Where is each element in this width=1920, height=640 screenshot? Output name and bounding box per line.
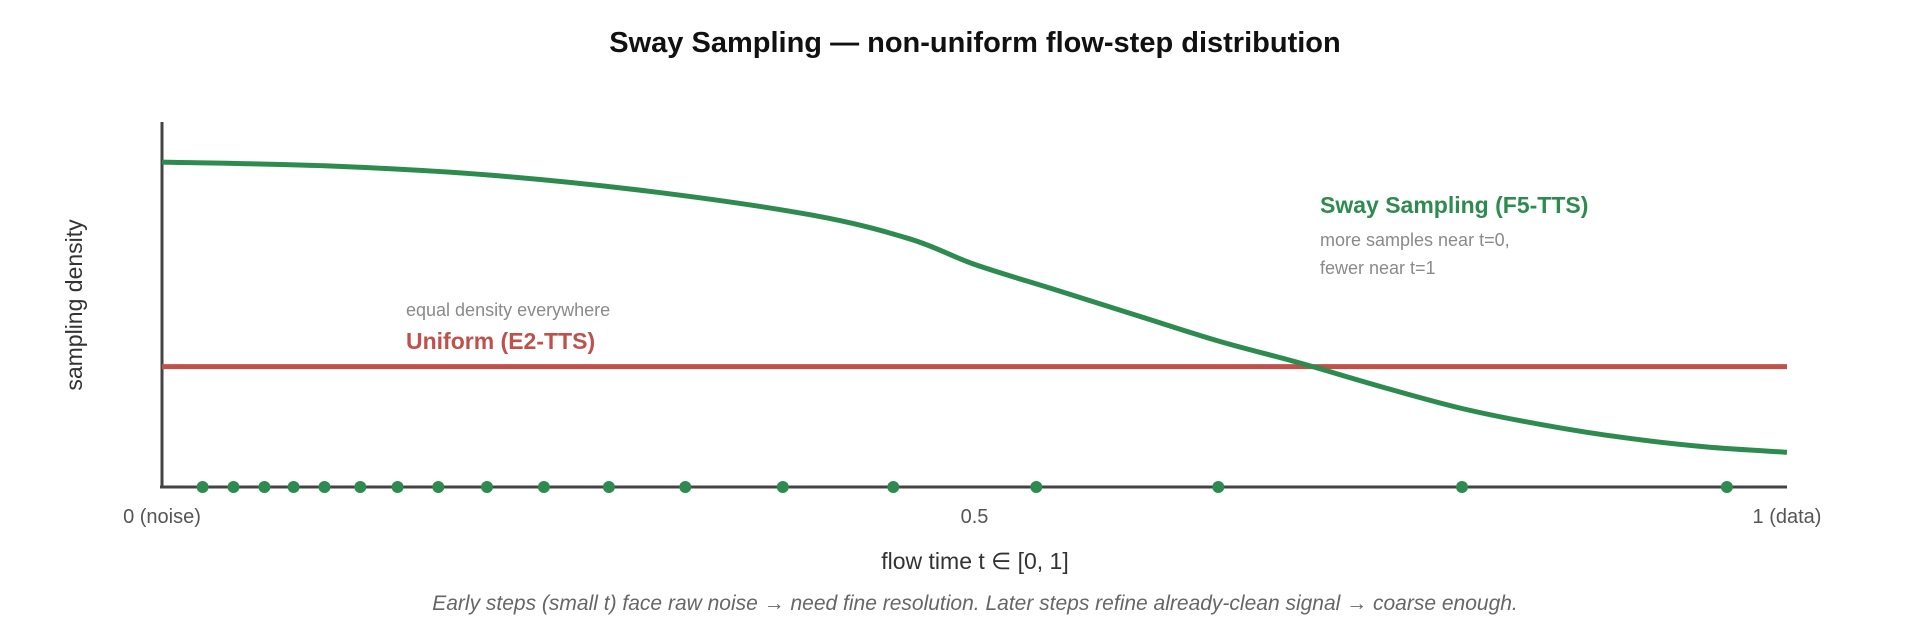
x-tick-label-2: 1 (data) (1753, 506, 1822, 528)
sample-point-17 (1720, 481, 1733, 493)
sample-point-3 (287, 481, 300, 493)
axes (160, 122, 1787, 489)
sample-point-5 (354, 481, 367, 493)
uniform-annotation: equal density everywhere Uniform (E2-TTS… (406, 300, 610, 354)
sample-point-13 (887, 481, 900, 493)
uniform-annotation-note: equal density everywhere (406, 300, 610, 320)
sway-annotation-line-2: fewer near t=1 (1320, 258, 1436, 278)
sway-sampling-line (161, 159, 1788, 455)
sample-point-8 (481, 481, 493, 493)
sample-point-2 (258, 481, 271, 493)
sway-annotation-title: Sway Sampling (F5-TTS) (1320, 192, 1588, 218)
sample-point-7 (432, 481, 445, 493)
y-axis-label: sampling density (61, 219, 87, 391)
sample-point-11 (679, 481, 692, 493)
x-tick-labels: 0 (noise) 0.5 1 (data) (123, 506, 1821, 528)
sample-point-4 (318, 481, 331, 493)
sample-point-9 (537, 481, 550, 493)
uniform-annotation-title: Uniform (E2-TTS) (406, 328, 595, 354)
sample-point-1 (227, 481, 240, 493)
sample-point-6 (391, 481, 404, 493)
x-tick-label-0: 0 (noise) (123, 506, 201, 528)
series-layer (161, 159, 1788, 455)
sway-annotation-line-1: more samples near t=0, (1320, 230, 1510, 250)
sample-point-12 (776, 481, 789, 493)
sample-point-14 (1030, 481, 1043, 493)
chart-title: Sway Sampling — non-uniform flow-step di… (609, 27, 1340, 59)
x-axis-label: flow time t ∈ [0, 1] (881, 548, 1068, 574)
sample-point-10 (602, 481, 615, 493)
sample-point-15 (1212, 481, 1225, 493)
x-tick-label-1: 0.5 (961, 506, 989, 528)
sample-point-0 (196, 481, 209, 493)
sample-points (196, 481, 1733, 493)
sample-point-16 (1456, 481, 1468, 493)
chart-caption: Early steps (small t) face raw noise → n… (432, 592, 1518, 615)
sway-annotation: Sway Sampling (F5-TTS) more samples near… (1320, 192, 1588, 278)
